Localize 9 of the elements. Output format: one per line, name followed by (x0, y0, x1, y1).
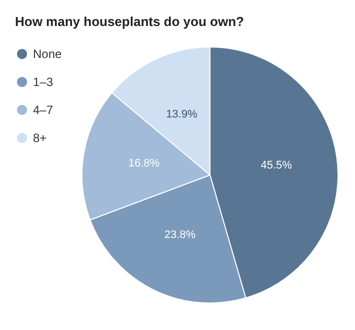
data-label: 45.5% (260, 160, 292, 172)
legend-label: 1–3 (33, 75, 54, 89)
legend-label: 8+ (33, 131, 47, 145)
chart-title: How many houseplants do you own? (15, 14, 244, 29)
data-label: 13.9% (166, 108, 198, 120)
legend-label: 4–7 (33, 103, 54, 117)
data-label: 16.8% (128, 158, 160, 170)
legend-label: None (33, 47, 62, 61)
data-label: 23.8% (164, 228, 196, 241)
